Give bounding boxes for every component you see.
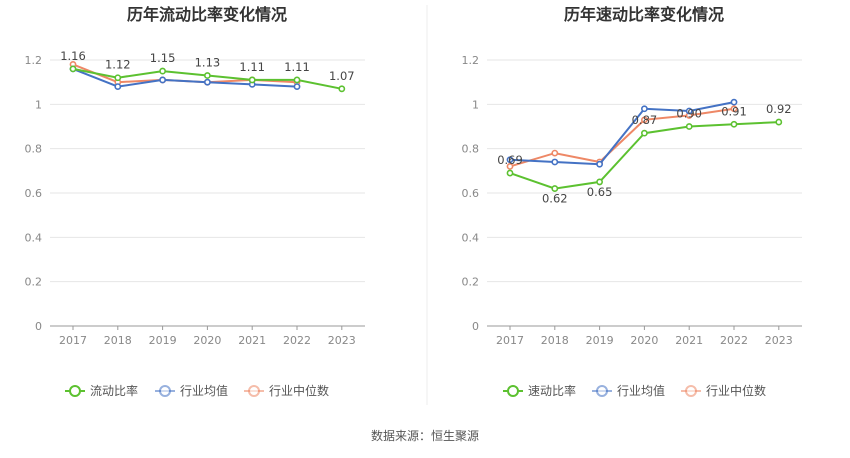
- data-point-industry_avg: [641, 105, 648, 113]
- data-label: 1.07: [329, 69, 355, 83]
- data-point-industry_avg: [203, 78, 211, 86]
- legend-label: 行业中位数: [706, 383, 766, 398]
- x-tick-label: 2018: [541, 334, 569, 347]
- data-label: 0.69: [497, 153, 523, 167]
- data-point-company: [685, 123, 693, 130]
- x-tick-label: 2023: [765, 334, 793, 347]
- data-point-company: [114, 74, 122, 82]
- data-point-company: [203, 72, 211, 79]
- series-line-industry_avg: [72, 67, 298, 88]
- legend-item-company: 流动比率: [65, 383, 138, 398]
- legend-label: 行业均值: [617, 383, 665, 398]
- data-point-company: [338, 85, 346, 93]
- data-point-industry_avg: [506, 156, 514, 164]
- y-tick-label: 1: [472, 98, 479, 111]
- data-label: 0.62: [542, 192, 568, 206]
- legend-label: 行业中位数: [269, 383, 329, 398]
- data-label: 0.65: [587, 185, 613, 199]
- y-tick-label: 0.4: [25, 231, 43, 244]
- data-label: 0.90: [676, 107, 702, 121]
- data-source-label: 数据来源：: [370, 429, 431, 443]
- y-tick-label: 0.8: [25, 143, 43, 156]
- chart-1: 历年流动比率变化情况 0 0.2 0.4 0.6 0.8 1 1.2 2017 2018 2019 2…: [25, 5, 365, 398]
- data-point-company: [730, 120, 738, 128]
- y-tick-label: 0.6: [25, 187, 43, 200]
- data-point-company: [551, 185, 559, 192]
- data-point-company: [248, 76, 256, 84]
- data-point-company: [293, 76, 301, 84]
- x-tick-label: 2022: [720, 334, 748, 347]
- data-point-industry_avg: [730, 98, 738, 106]
- y-tick-label: 0.4: [462, 231, 480, 244]
- x-tick-label: 2021: [675, 334, 703, 347]
- legend-swatch-marker: [159, 385, 171, 397]
- data-label: 0.87: [632, 113, 658, 127]
- x-tick-label: 2019: [586, 334, 614, 347]
- legend-swatch-marker: [69, 385, 81, 397]
- x-tick-label: 2023: [328, 334, 356, 347]
- data-point-industry_median: [551, 149, 559, 157]
- y-tick-label: 1.2: [462, 54, 480, 67]
- legend-swatch-marker: [685, 385, 697, 397]
- y-tick-label: 1.2: [25, 54, 43, 67]
- data-point-company: [775, 118, 783, 126]
- x-tick-label: 2022: [283, 334, 311, 347]
- data-point-industry_avg: [114, 83, 122, 90]
- data-point-industry_avg: [551, 158, 559, 166]
- data-point-company: [596, 178, 603, 186]
- data-label: 1.11: [284, 60, 310, 74]
- data-label: 1.13: [195, 56, 221, 70]
- legend-item-industry_avg: 行业均值: [155, 383, 228, 398]
- data-source: 数据来源：恒生聚源: [0, 427, 850, 444]
- data-point-industry_median: [730, 105, 738, 113]
- data-label: 1.15: [150, 51, 176, 65]
- y-tick-label: 0.6: [462, 187, 480, 200]
- x-tick-label: 2021: [238, 334, 266, 347]
- y-tick-label: 1: [35, 98, 42, 111]
- data-point-company: [159, 67, 166, 75]
- chart-title: 历年流动比率变化情况: [127, 5, 287, 24]
- legend-label: 行业均值: [180, 383, 228, 398]
- y-tick-label: 0: [35, 320, 42, 333]
- legend-item-industry_median: 行业中位数: [681, 383, 766, 398]
- legend-label: 流动比率: [90, 383, 138, 398]
- data-source-value: 恒生聚源: [431, 429, 480, 443]
- x-tick-label: 2017: [59, 334, 87, 347]
- x-tick-label: 2017: [496, 334, 524, 347]
- data-label: 1.11: [239, 60, 265, 74]
- x-tick-label: 2020: [630, 334, 658, 347]
- legend-item-industry_avg: 行业均值: [592, 383, 665, 398]
- x-tick-label: 2019: [149, 334, 177, 347]
- data-point-industry_median: [641, 116, 648, 124]
- data-point-industry_avg: [685, 107, 693, 115]
- data-label: 0.91: [721, 104, 747, 118]
- legend-swatch-marker: [507, 385, 519, 397]
- legend-item-company: 速动比率: [503, 383, 576, 398]
- series-line-industry_avg: [509, 101, 735, 166]
- data-point-industry_avg: [159, 76, 166, 84]
- data-label: 1.12: [105, 58, 131, 72]
- legend-label: 速动比率: [528, 383, 576, 398]
- chart-title: 历年速动比率变化情况: [564, 5, 724, 24]
- legend-swatch-marker: [596, 385, 608, 397]
- x-tick-label: 2018: [104, 334, 132, 347]
- data-label: 1.16: [60, 49, 86, 63]
- data-point-industry_avg: [596, 160, 603, 168]
- legend-item-industry_median: 行业中位数: [244, 383, 329, 398]
- data-point-company: [506, 169, 514, 177]
- series-line-industry_median: [509, 107, 735, 168]
- data-point-company: [641, 129, 648, 137]
- data-point-company: [69, 65, 77, 73]
- data-point-industry_median: [506, 162, 514, 170]
- y-tick-label: 0: [472, 320, 479, 333]
- chart-2: 历年速动比率变化情况 0 0.2 0.4 0.6 0.8 1 1.2 2017 2018 2019 2…: [462, 5, 802, 398]
- y-tick-label: 0.2: [25, 276, 43, 289]
- y-tick-label: 0.8: [462, 143, 480, 156]
- y-tick-label: 0.2: [462, 276, 480, 289]
- legend-swatch-marker: [248, 385, 260, 397]
- x-tick-label: 2020: [193, 334, 221, 347]
- data-point-industry_avg: [293, 83, 301, 90]
- data-label: 0.92: [766, 102, 792, 116]
